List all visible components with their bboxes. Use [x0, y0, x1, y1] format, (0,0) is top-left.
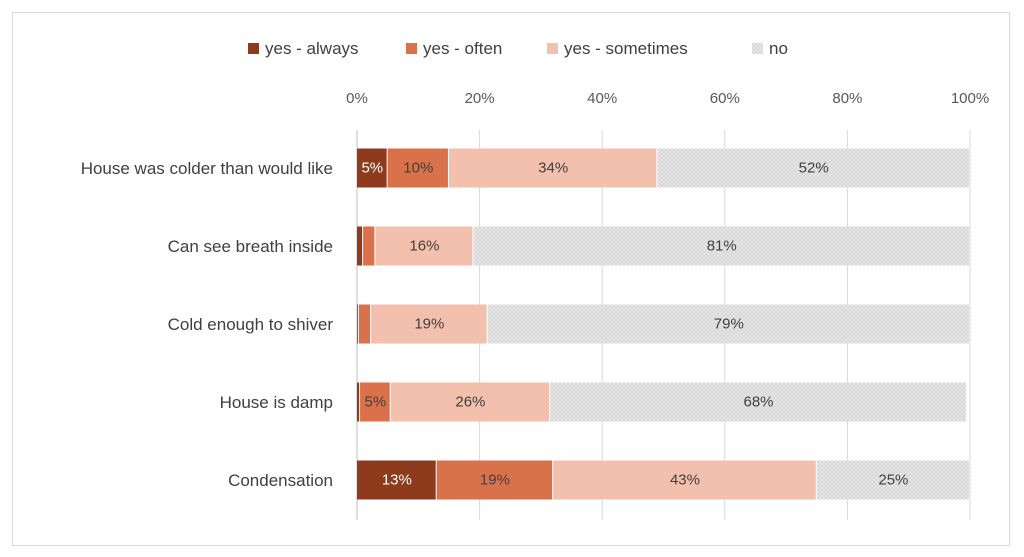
- legend-label: no: [769, 39, 788, 58]
- data-label: 19%: [414, 316, 444, 333]
- data-label: 13%: [382, 472, 412, 489]
- legend-swatch: [752, 43, 763, 54]
- legend-swatch: [248, 43, 259, 54]
- data-label: 81%: [707, 238, 737, 255]
- bar-segment-no: [657, 148, 969, 188]
- bar-segment-yes-always: [357, 382, 360, 422]
- data-label: 52%: [799, 160, 829, 177]
- bar-segment-no: [816, 460, 969, 500]
- bar-segment-yes-always: [357, 148, 387, 188]
- data-label: 26%: [455, 394, 485, 411]
- category-label: Condensation: [228, 471, 333, 490]
- bar-segment-yes-always: [357, 304, 358, 344]
- legend-label: yes - sometimes: [564, 39, 688, 58]
- bar-segment-yes-sometimes: [375, 226, 473, 266]
- bar-segment-yes-often: [436, 460, 553, 500]
- category-label: Can see breath inside: [168, 237, 333, 256]
- data-label: 5%: [365, 394, 387, 411]
- legend-swatch: [406, 43, 417, 54]
- bar-segment-yes-sometimes: [371, 304, 487, 344]
- data-label: 79%: [714, 316, 744, 333]
- bar-segment-no: [550, 382, 966, 422]
- bar-segment-no: [473, 226, 969, 266]
- legend-label: yes - always: [265, 39, 359, 58]
- data-label: 19%: [480, 472, 510, 489]
- category-label: Cold enough to shiver: [168, 315, 334, 334]
- data-label: 25%: [878, 472, 908, 489]
- bar-segment-yes-often: [360, 382, 390, 422]
- bar-segment-yes-often: [363, 226, 375, 266]
- bar-segment-yes-often: [358, 304, 371, 344]
- x-tick-label: 60%: [710, 90, 740, 107]
- bar-segment-yes-always: [357, 226, 363, 266]
- data-label: 10%: [403, 160, 433, 177]
- x-tick-label: 0%: [346, 90, 368, 107]
- data-label: 5%: [361, 160, 383, 177]
- bar-segment-yes-always: [357, 460, 436, 500]
- chart-frame: [12, 12, 1010, 546]
- x-tick-label: 80%: [832, 90, 862, 107]
- data-label: 16%: [409, 238, 439, 255]
- data-label: 43%: [670, 472, 700, 489]
- bar-segment-yes-sometimes: [390, 382, 550, 422]
- bar-segment-no: [487, 304, 969, 344]
- x-tick-label: 40%: [587, 90, 617, 107]
- category-label: House was colder than would like: [81, 159, 333, 178]
- bar-segment-yes-sometimes: [448, 148, 657, 188]
- x-tick-label: 20%: [465, 90, 495, 107]
- data-label: 68%: [743, 394, 773, 411]
- category-label: House is damp: [220, 393, 333, 412]
- x-tick-label: 100%: [951, 90, 989, 107]
- legend-swatch: [547, 43, 558, 54]
- data-label: 34%: [538, 160, 568, 177]
- bar-segment-yes-often: [387, 148, 448, 188]
- legend-label: yes - often: [423, 39, 502, 58]
- bar-segment-yes-sometimes: [553, 460, 816, 500]
